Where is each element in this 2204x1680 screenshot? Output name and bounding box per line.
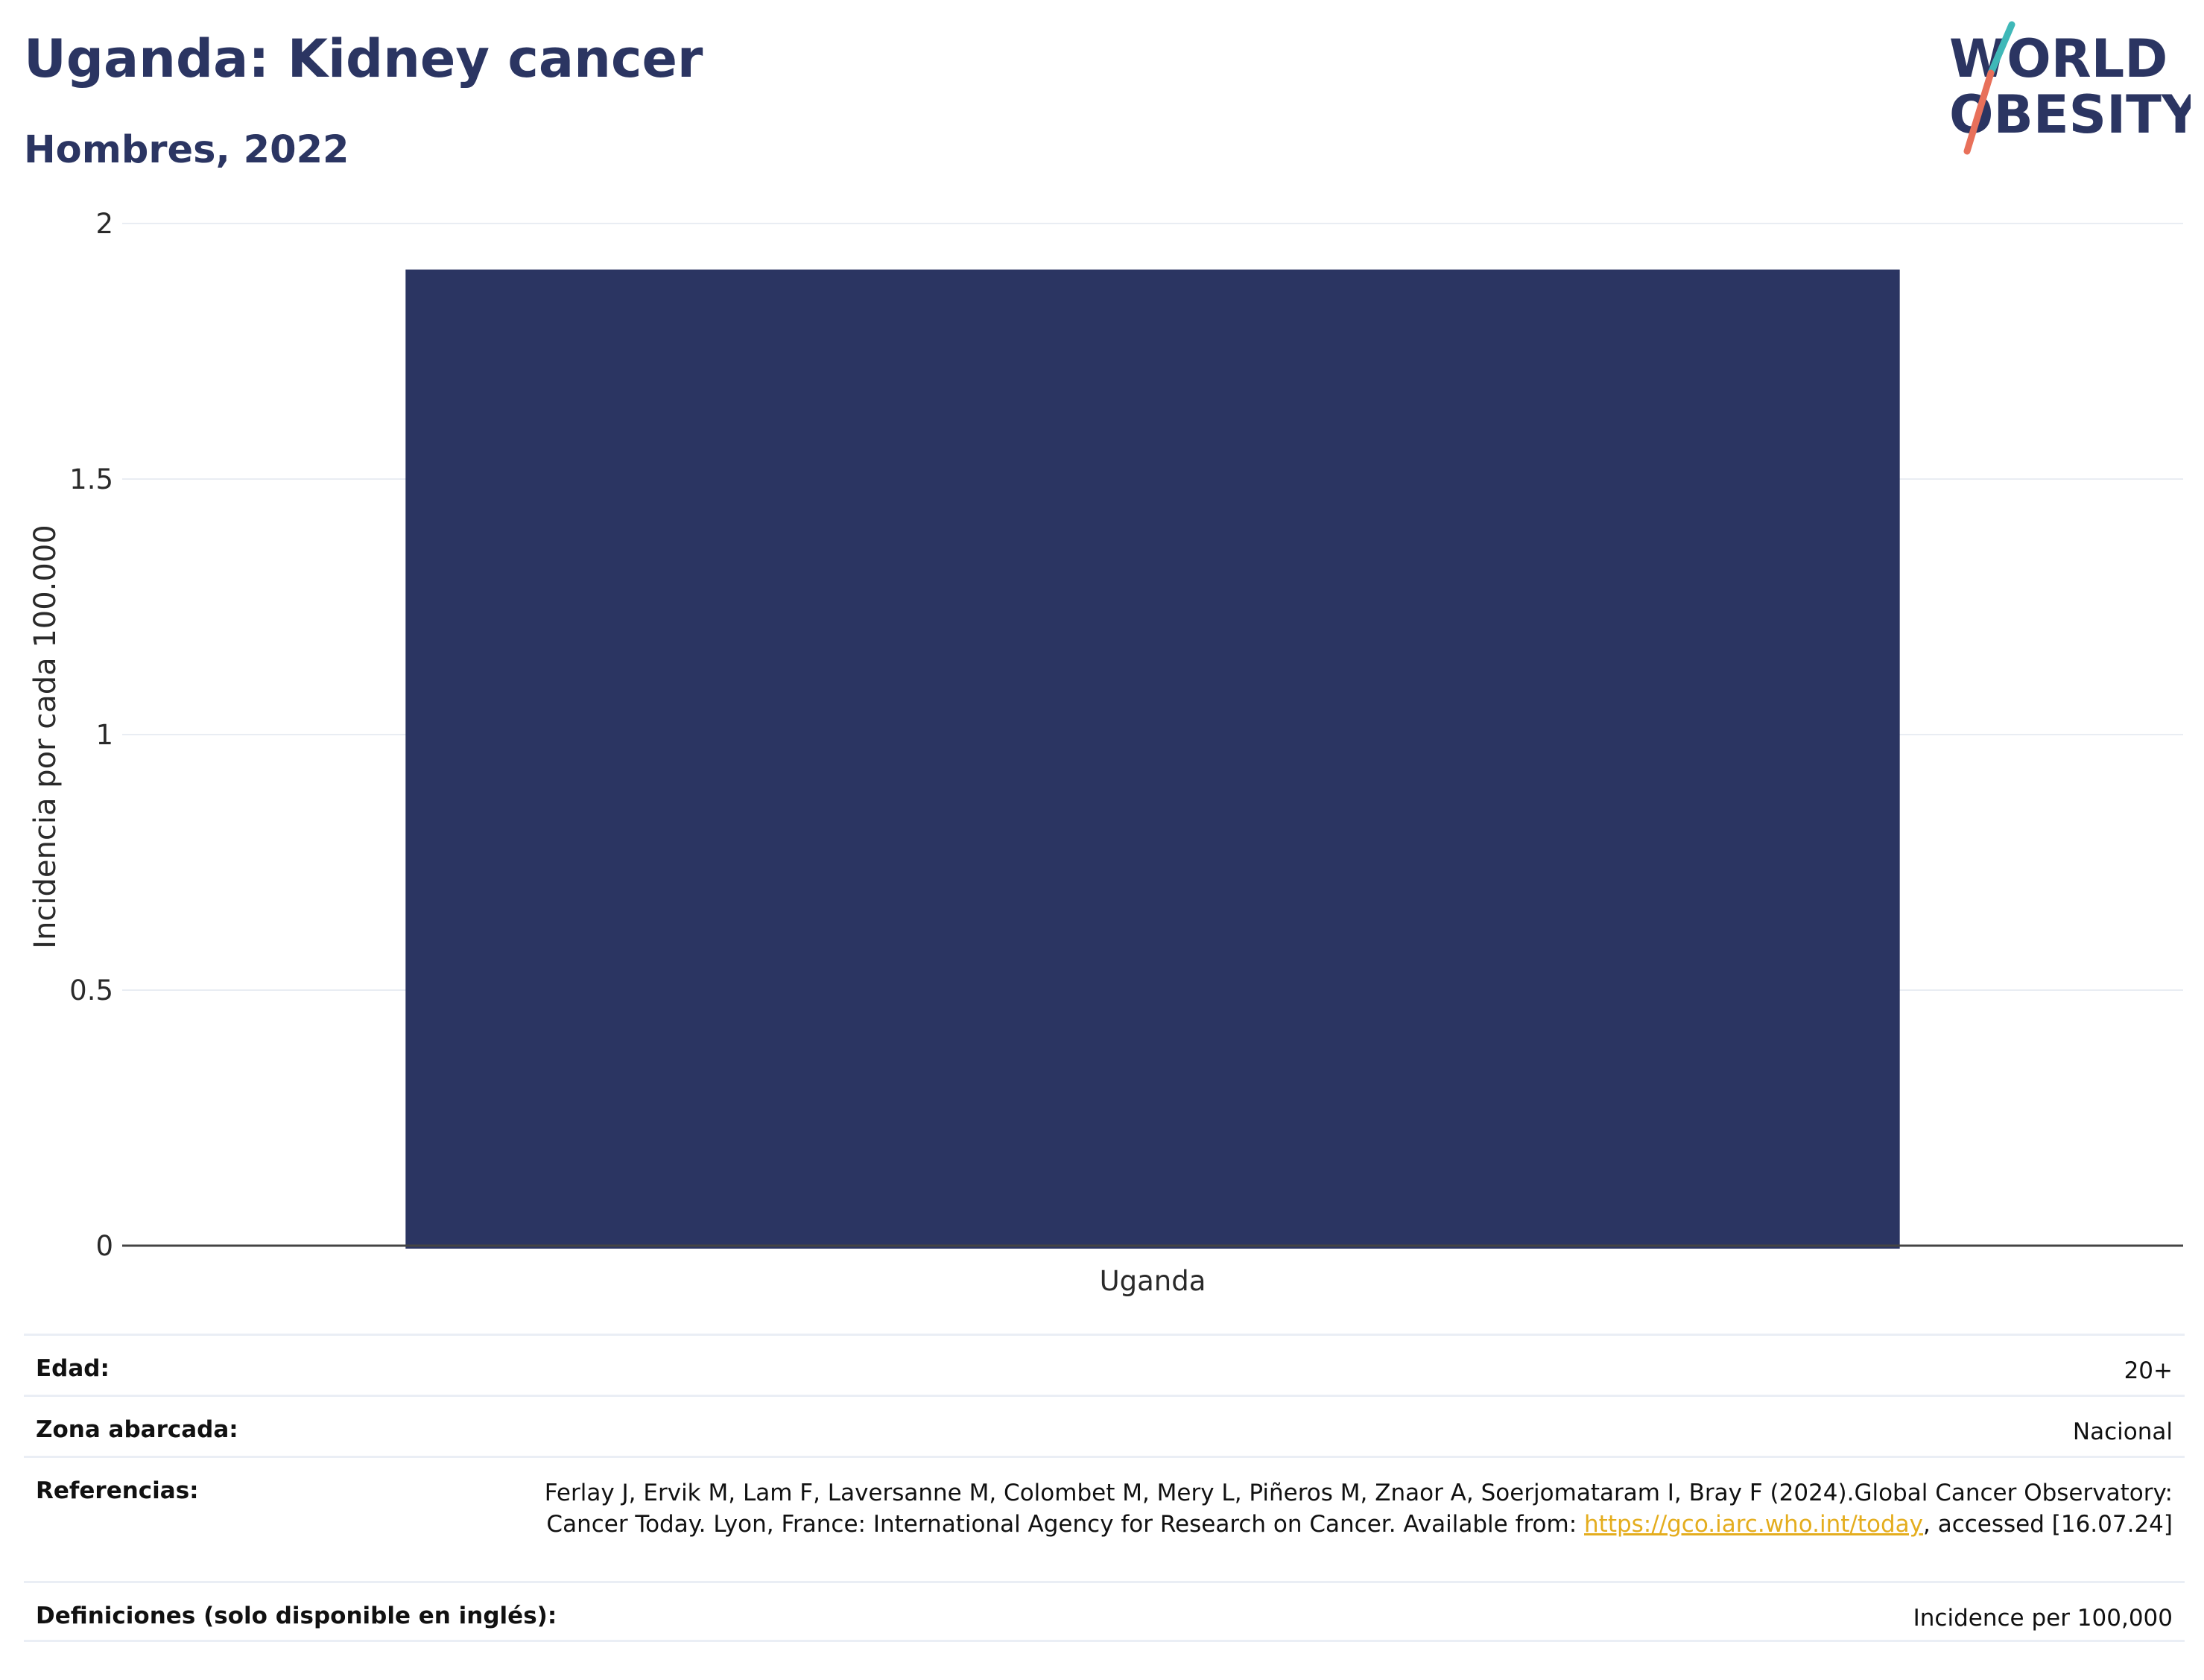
bar-uganda[interactable] bbox=[405, 269, 1900, 1249]
x-tick-label: Uganda bbox=[1100, 1265, 1206, 1297]
references-text-part-2: , accessed [16.07.24] bbox=[1922, 1511, 2173, 1538]
details-row-zone: Zona abarcada: Nacional bbox=[24, 1395, 2185, 1456]
world-obesity-logo: WORLD OBESITY bbox=[1949, 21, 2191, 155]
logo-teal-slash bbox=[1987, 21, 2015, 77]
y-tick-label: 1 bbox=[95, 719, 113, 751]
references-text-part-1: Ferlay J, Ervik M, Lam F, Laversanne M, … bbox=[544, 1480, 2173, 1538]
logo-coral-slash bbox=[1963, 69, 1995, 155]
age-label: Edad: bbox=[36, 1355, 110, 1382]
definitions-value: Incidence per 100,000 bbox=[1913, 1605, 2173, 1632]
y-tick-label: 0.5 bbox=[69, 974, 113, 1007]
bar-chart: 0 0.5 1 1.5 2 Uganda Incidencia por cada 100.… bbox=[28, 208, 2183, 1297]
age-value: 20+ bbox=[2124, 1357, 2173, 1384]
y-tick-label: 2 bbox=[95, 208, 113, 240]
logo-word-obesity: OBESITY bbox=[1949, 84, 2191, 145]
details-row-references: Referencias: Ferlay J, Ervik M, Lam F, L… bbox=[24, 1456, 2185, 1581]
tick-labels: 0 0.5 1 1.5 2 Uganda bbox=[69, 208, 1206, 1297]
references-label: Referencias: bbox=[36, 1477, 199, 1504]
references-value: Ferlay J, Ervik M, Lam F, Laversanne M, … bbox=[519, 1458, 2173, 1540]
zone-value: Nacional bbox=[2072, 1419, 2173, 1445]
references-link[interactable]: https://gco.iarc.who.int/today bbox=[1584, 1511, 1923, 1538]
page-title: Uganda: Kidney cancer bbox=[24, 28, 703, 89]
zone-label: Zona abarcada: bbox=[36, 1416, 238, 1443]
y-axis-title: Incidencia por cada 100.000 bbox=[28, 524, 63, 949]
page-subtitle: Hombres, 2022 bbox=[24, 128, 349, 172]
bars bbox=[405, 269, 1900, 1249]
y-tick-label: 1.5 bbox=[69, 463, 113, 495]
definitions-label: Definiciones (solo disponible en inglés)… bbox=[36, 1603, 557, 1629]
details-row-definitions: Definiciones (solo disponible en inglés)… bbox=[24, 1581, 2185, 1642]
details-row-age: Edad: 20+ bbox=[24, 1334, 2185, 1395]
details-table: Edad: 20+ Zona abarcada: Nacional Refere… bbox=[24, 1334, 2185, 1642]
y-tick-label: 0 bbox=[95, 1230, 113, 1262]
